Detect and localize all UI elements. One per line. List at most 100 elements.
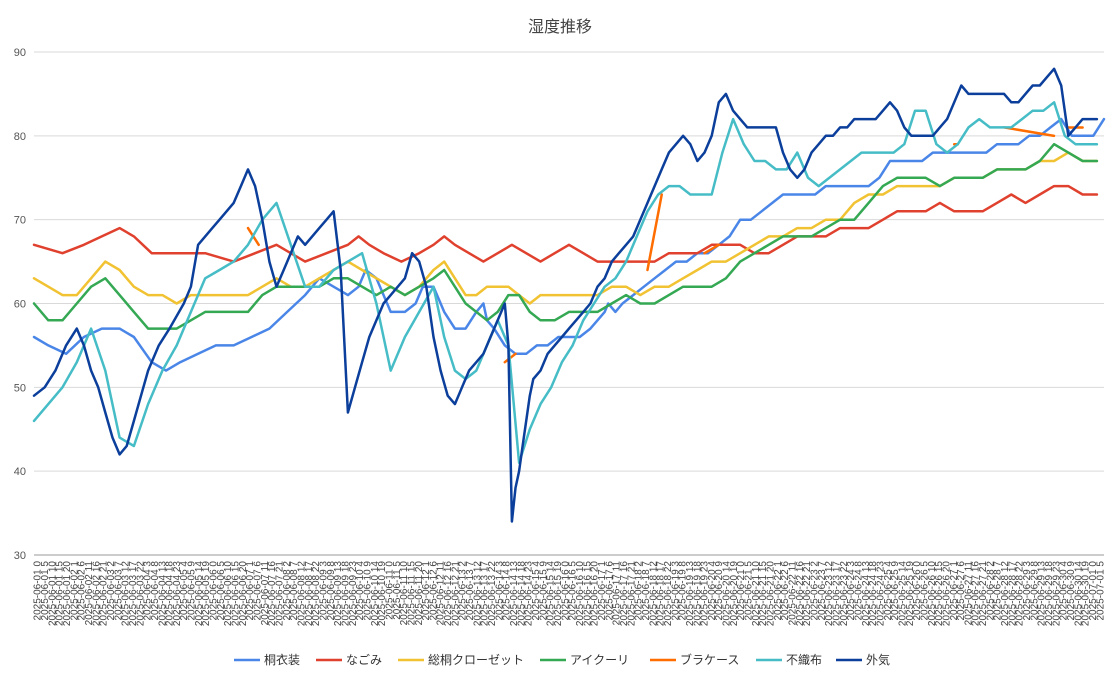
x-tick-label: 2025-06-13 2 bbox=[458, 561, 469, 621]
x-tick-label: 2025-06-14 18 bbox=[516, 561, 527, 626]
x-tick-label: 2025-06-06 10 bbox=[223, 561, 234, 626]
series-line bbox=[32, 101, 1099, 465]
x-tick-label: 2025-06-05 4 bbox=[179, 561, 190, 621]
x-tick-label: 2025-06-03 17 bbox=[128, 561, 139, 626]
x-tick-label: 2025-06-09 8 bbox=[326, 561, 337, 621]
x-tick-label: 2025-06-04 23 bbox=[172, 561, 183, 626]
x-tick-label: 2025-06-13 22 bbox=[487, 561, 498, 626]
legend-label: 桐衣装 bbox=[264, 652, 300, 667]
x-tick-label: 2025-06-07 1 bbox=[245, 561, 256, 621]
x-tick-label: 2025-06-12 1 bbox=[421, 561, 432, 621]
x-tick-label: 2025-06-22 11 bbox=[788, 561, 799, 626]
x-tick-label: 2025-06-15 4 bbox=[531, 561, 542, 621]
x-tick-label: 2025-06-26 20 bbox=[941, 561, 952, 626]
x-tick-label: 2025-06-20 9 bbox=[714, 561, 725, 621]
x-tick-label: 2025-06-29 8 bbox=[1029, 561, 1040, 621]
x-tick-label: 2025-06-27 11 bbox=[963, 561, 974, 626]
x-tick-label: 2025-07-01 5 bbox=[1095, 561, 1106, 621]
x-tick-label: 2025-06-04 3 bbox=[143, 561, 154, 621]
x-tick-label: 2025-06-09 13 bbox=[333, 561, 344, 626]
x-tick-label: 2025-06-17 16 bbox=[619, 561, 630, 626]
x-tick-label: 2025-07-01 0 bbox=[1088, 561, 1099, 621]
legend-label: ブラケース bbox=[680, 652, 739, 667]
x-tick-label: 2025-06-12 21 bbox=[450, 561, 461, 626]
x-tick-label: 2025-06-07 21 bbox=[275, 561, 286, 626]
legend-label: なごみ bbox=[346, 652, 382, 667]
x-tick-label: 2025-06-23 2 bbox=[810, 561, 821, 621]
x-tick-label: 2025-06-07 16 bbox=[267, 561, 278, 626]
x-tick-label: 2025-06-26 5 bbox=[919, 561, 930, 621]
x-tick-label: 2025-06-13 17 bbox=[480, 561, 491, 626]
legend: 桐衣装 なごみ 総桐クローゼット アイクーリ ブラケース 不織布 外気 bbox=[234, 652, 890, 667]
x-tick-label: 2025-06-11 0 bbox=[384, 561, 395, 620]
x-tick-label: 2025-06-11 20 bbox=[414, 561, 425, 626]
x-tick-label: 2025-06-30 9 bbox=[1066, 561, 1077, 621]
x-tick-label: 2025-06-14 8 bbox=[502, 561, 513, 621]
x-tick-label: 2025-06-23 22 bbox=[839, 561, 850, 626]
x-tick-label: 2025-06-09 23 bbox=[348, 561, 359, 626]
x-tick-label: 2025-06-12 6 bbox=[428, 561, 439, 621]
x-tick-label: 2025-06-04 8 bbox=[150, 561, 161, 621]
x-tick-label: 2025-06-30 4 bbox=[1059, 561, 1070, 621]
y-axis-ticks: 30 40 50 60 70 80 90 bbox=[14, 47, 26, 562]
x-tick-label: 2025-06-08 12 bbox=[297, 561, 308, 626]
x-tick-label: 2025-06-17 6 bbox=[604, 561, 615, 621]
x-tick-label: 2025-06-29 23 bbox=[1051, 561, 1062, 626]
x-tick-label: 2025-06-06 0 bbox=[209, 561, 220, 621]
x-tick-label: 2025-06-07 6 bbox=[253, 561, 264, 621]
series-line bbox=[32, 117, 1106, 372]
x-tick-label: 2025-06-19 13 bbox=[685, 561, 696, 626]
x-tick-label: 2025-06-06 15 bbox=[231, 561, 242, 626]
x-tick-label: 2025-06-27 21 bbox=[978, 561, 989, 626]
x-tick-label: 2025-06-23 17 bbox=[832, 561, 843, 626]
x-tick-label: 2025-06-22 16 bbox=[795, 561, 806, 626]
series-4 bbox=[32, 142, 1099, 330]
x-tick-label: 2025-06-16 5 bbox=[568, 561, 579, 621]
series-7 bbox=[32, 67, 1099, 523]
legend-label: 総桐クローゼット bbox=[428, 653, 524, 667]
x-tick-label: 2025-06-03 22 bbox=[135, 561, 146, 626]
x-tick-label: 2025-06-02 6 bbox=[77, 561, 88, 621]
x-tick-label: 2025-06-05 19 bbox=[201, 561, 212, 626]
series-line bbox=[32, 184, 1099, 263]
x-tick-label: 2025-06-21 10 bbox=[751, 561, 762, 626]
x-tick-label: 2025-06-02 21 bbox=[99, 561, 110, 626]
x-tick-label: 2025-06-24 3 bbox=[846, 561, 857, 621]
y-tick-label: 30 bbox=[14, 550, 26, 562]
x-tick-label: 2025-06-01 10 bbox=[47, 561, 58, 626]
x-tick-label: 2025-06-23 7 bbox=[817, 561, 828, 621]
x-tick-label: 2025-06-01 20 bbox=[62, 561, 73, 626]
x-tick-label: 2025-06-14 23 bbox=[524, 561, 535, 626]
x-tick-label: 2025-06-29 3 bbox=[1022, 561, 1033, 621]
x-tick-label: 2025-06-13 7 bbox=[465, 561, 476, 621]
x-tick-label: 2025-06-12 16 bbox=[443, 561, 454, 626]
x-tick-label: 2025-06-11 15 bbox=[406, 561, 417, 626]
y-tick-label: 70 bbox=[14, 215, 26, 227]
x-tick-label: 2025-06-26 0 bbox=[912, 561, 923, 621]
x-tick-label: 2025-06-30 19 bbox=[1081, 561, 1092, 626]
x-tick-label: 2025-06-10 4 bbox=[355, 561, 366, 621]
x-tick-label: 2025-06-28 17 bbox=[1007, 561, 1018, 626]
series-line bbox=[32, 151, 1099, 305]
x-tick-label: 2025-06-01 0 bbox=[33, 561, 44, 621]
x-tick-label: 2025-06-08 7 bbox=[289, 561, 300, 621]
x-tick-label: 2025-06-02 1 bbox=[69, 561, 80, 621]
x-tick-label: 2025-06-20 4 bbox=[707, 561, 718, 621]
x-tick-label: 2025-06-24 8 bbox=[853, 561, 864, 621]
x-tick-label: 2025-06-25 9 bbox=[890, 561, 901, 621]
x-tick-label: 2025-06-06 20 bbox=[238, 561, 249, 626]
x-tick-label: 2025-06-16 10 bbox=[575, 561, 586, 626]
x-tick-label: 2025-06-19 8 bbox=[678, 561, 689, 621]
x-tick-label: 2025-06-24 18 bbox=[868, 561, 879, 626]
x-tick-label: 2025-06-13 12 bbox=[472, 561, 483, 626]
x-tick-label: 2025-06-28 22 bbox=[1015, 561, 1026, 626]
x-tick-label: 2025-06-30 14 bbox=[1073, 561, 1084, 626]
x-tick-label: 2025-06-08 2 bbox=[282, 561, 293, 621]
series-5 bbox=[246, 126, 1084, 364]
series-line bbox=[32, 67, 1099, 523]
chart-title: 湿度推移 bbox=[528, 17, 592, 36]
x-tick-label: 2025-06-17 21 bbox=[626, 561, 637, 626]
x-tick-label: 2025-06-26 10 bbox=[927, 561, 938, 626]
series-1 bbox=[32, 117, 1106, 372]
